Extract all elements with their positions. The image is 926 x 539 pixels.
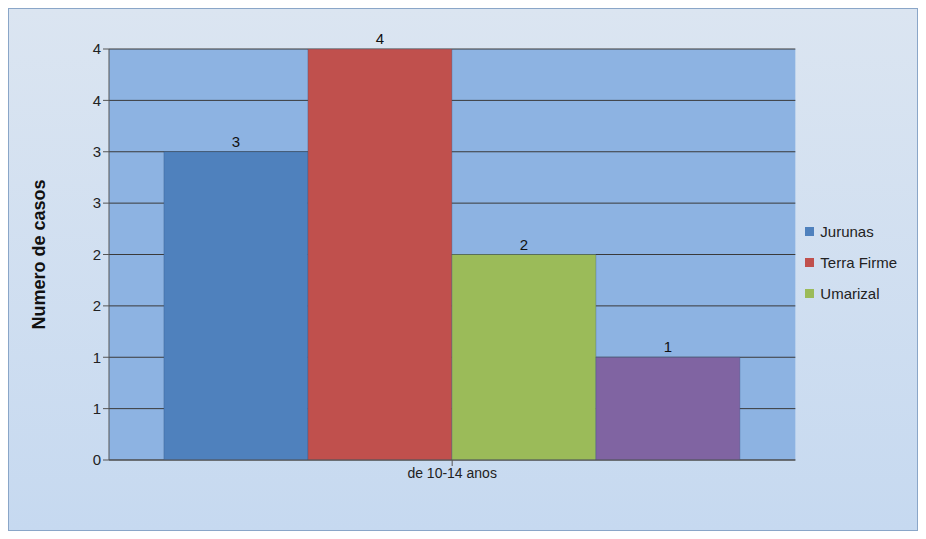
html-text:Terra Firme: Terra Firme [820,254,897,271]
svg-text:3: 3 [93,194,101,211]
svg-text:de 10-14 anos: de 10-14 anos [407,465,497,481]
html-text:Umarizal: Umarizal [820,285,880,302]
svg-text:1: 1 [93,400,101,417]
svg-text:1: 1 [664,338,672,355]
svg-text:3: 3 [232,133,240,150]
svg-text:4: 4 [93,92,101,109]
svg-text:2: 2 [93,246,101,263]
svg-text:4: 4 [93,40,101,57]
svg-text:1: 1 [93,349,101,366]
html-text:Jurunas: Jurunas [820,223,874,240]
svg-text:2: 2 [520,236,528,253]
svg-text:2: 2 [93,297,101,314]
svg-text:Numero de casos: Numero de casos [29,179,49,329]
svg-text:3: 3 [93,143,101,160]
svg-text:0: 0 [93,451,101,468]
svg-text:4: 4 [376,30,384,47]
